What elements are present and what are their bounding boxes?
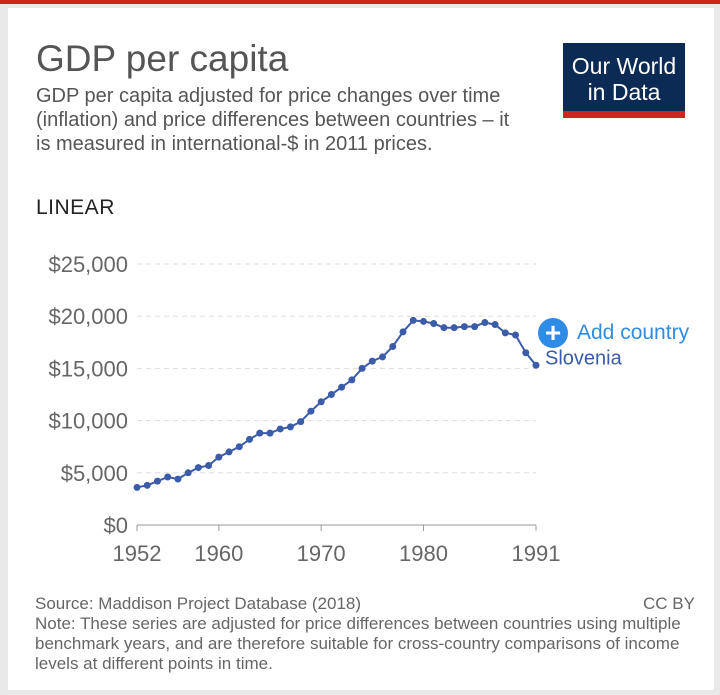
x-axis: 1952 1960 1970 1980 1991: [113, 525, 561, 566]
chart-footer: Source: Maddison Project Database (2018)…: [35, 594, 695, 674]
y-tick-label: $5,000: [61, 461, 128, 486]
license-text[interactable]: CC BY: [643, 594, 695, 613]
data-point[interactable]: [358, 364, 366, 372]
line-chart: $0 $5,000 $10,000 $15,000 $20,000 $25,000 195…: [48, 252, 623, 566]
data-point[interactable]: [368, 357, 376, 365]
data-point[interactable]: [501, 329, 509, 337]
data-point[interactable]: [153, 477, 161, 485]
owid-logo[interactable]: Our World in Data: [563, 43, 685, 118]
chart-card: GDP per capita GDP per capita adjusted f…: [8, 8, 714, 690]
chart-subtitle: GDP per capita adjusted for price change…: [36, 85, 510, 155]
data-point[interactable]: [164, 473, 172, 481]
data-point[interactable]: [491, 321, 499, 329]
data-point[interactable]: [133, 483, 141, 491]
data-point[interactable]: [471, 323, 479, 331]
data-point[interactable]: [522, 349, 530, 357]
x-tick-label: 1980: [399, 541, 448, 566]
x-tick-label: 1991: [512, 541, 561, 566]
y-tick-label: $0: [104, 513, 128, 538]
data-point[interactable]: [143, 481, 151, 489]
logo-line-2: in Data: [587, 79, 661, 105]
y-axis: $0 $5,000 $10,000 $15,000 $20,000 $25,000: [48, 252, 536, 538]
data-point[interactable]: [399, 328, 407, 336]
data-point[interactable]: [430, 320, 438, 328]
note-text: Note: These series are adjusted for pric…: [35, 614, 681, 673]
x-tick-label: 1960: [194, 541, 243, 566]
scale-toggle-button[interactable]: LINEAR: [36, 196, 115, 219]
data-point[interactable]: [246, 435, 254, 443]
y-tick-label: $15,000: [48, 356, 128, 381]
data-point[interactable]: [194, 464, 202, 472]
data-point[interactable]: [389, 342, 397, 350]
data-point[interactable]: [174, 475, 182, 483]
data-point[interactable]: [338, 383, 346, 391]
data-point[interactable]: [276, 425, 284, 433]
logo-red-stripe: [563, 111, 685, 118]
series-line[interactable]: [136, 319, 537, 489]
series-label[interactable]: Slovenia: [545, 347, 623, 369]
y-tick-label: $10,000: [48, 409, 128, 434]
add-country-label: Add country: [577, 321, 690, 344]
data-point[interactable]: [379, 353, 387, 361]
add-country-button[interactable]: + Add country: [538, 318, 689, 348]
data-point[interactable]: [286, 423, 294, 431]
data-point[interactable]: [440, 324, 448, 332]
series-layer: Slovenia: [133, 316, 623, 491]
data-point[interactable]: [327, 391, 335, 398]
data-point[interactable]: [460, 323, 468, 331]
data-point[interactable]: [215, 453, 223, 461]
y-tick-label: $20,000: [48, 304, 128, 329]
data-point[interactable]: [348, 376, 356, 384]
data-point[interactable]: [297, 418, 305, 426]
data-point[interactable]: [307, 407, 315, 415]
page-title: GDP per capita: [36, 38, 289, 79]
data-point[interactable]: [532, 361, 540, 369]
data-point[interactable]: [409, 316, 417, 324]
data-point[interactable]: [235, 443, 243, 451]
data-point[interactable]: [481, 318, 489, 326]
x-tick-label: 1970: [297, 541, 346, 566]
data-point[interactable]: [225, 448, 233, 456]
data-point[interactable]: [266, 429, 274, 437]
source-text[interactable]: Source: Maddison Project Database (2018): [35, 594, 362, 613]
plus-icon: +: [538, 318, 568, 348]
data-point[interactable]: [512, 331, 520, 339]
data-point[interactable]: [184, 469, 192, 477]
data-point[interactable]: [419, 317, 427, 325]
data-point[interactable]: [317, 398, 325, 406]
top-accent-bar: [0, 0, 720, 4]
logo-line-1: Our World: [571, 53, 677, 79]
x-tick-label: 1952: [113, 541, 162, 566]
data-point[interactable]: [450, 324, 458, 332]
data-point[interactable]: [205, 461, 213, 469]
y-tick-label: $25,000: [48, 252, 128, 277]
data-point[interactable]: [256, 429, 264, 437]
